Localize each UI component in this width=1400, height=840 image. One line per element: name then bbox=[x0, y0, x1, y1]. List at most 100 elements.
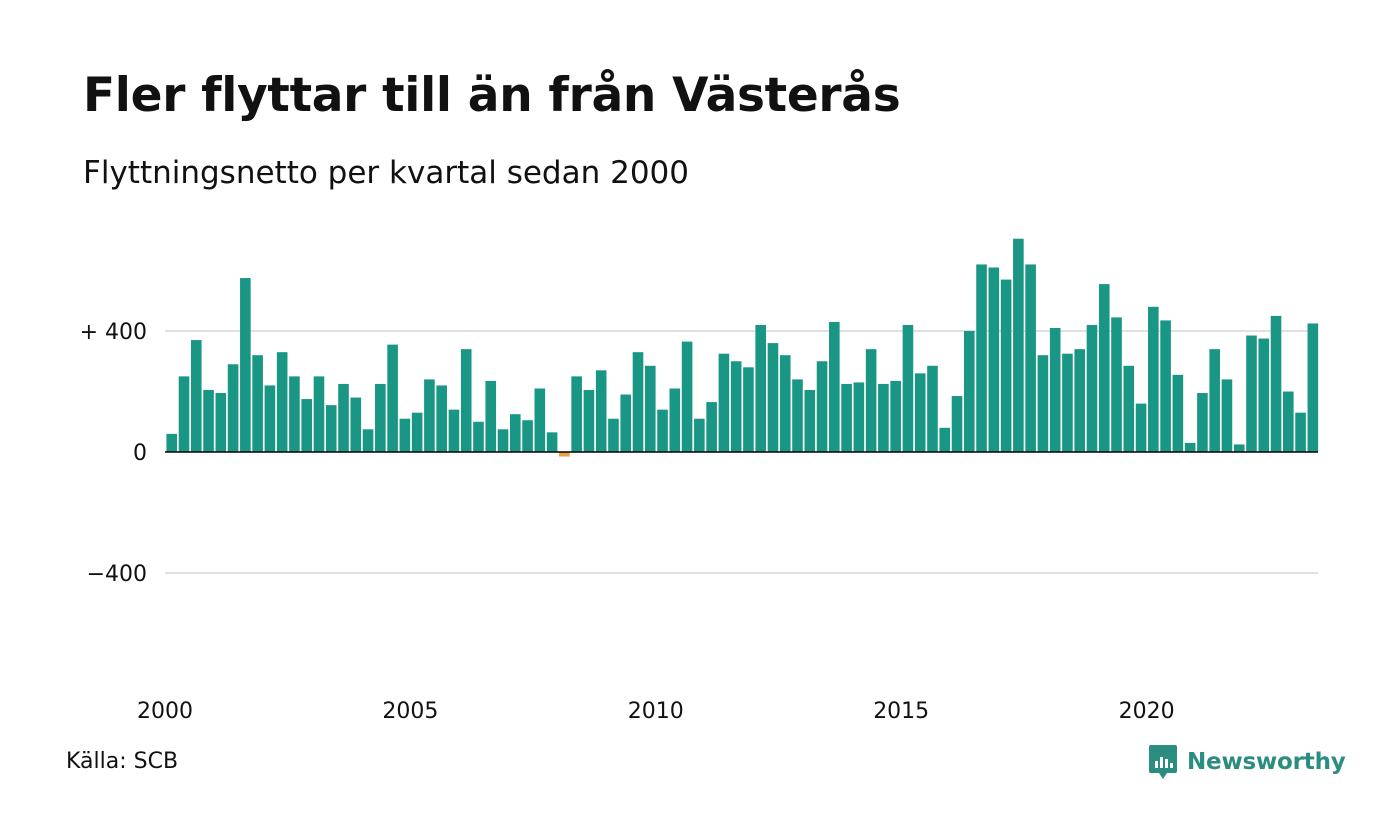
newsworthy-logo-icon bbox=[1149, 745, 1177, 779]
bar bbox=[497, 429, 509, 452]
bar bbox=[325, 405, 337, 452]
bar bbox=[951, 396, 963, 452]
y-tick-label: + 400 bbox=[80, 320, 147, 345]
source-note: Källa: SCB bbox=[66, 749, 179, 774]
bar bbox=[1025, 264, 1036, 452]
bar bbox=[276, 352, 288, 453]
bar bbox=[387, 344, 398, 452]
bar bbox=[1123, 365, 1135, 452]
bar bbox=[669, 388, 681, 452]
bar bbox=[1209, 349, 1220, 452]
bar bbox=[1197, 393, 1208, 452]
y-tick-label: 0 bbox=[133, 441, 147, 466]
bar bbox=[829, 321, 840, 452]
bar bbox=[436, 385, 447, 452]
bar bbox=[1172, 374, 1184, 452]
bar bbox=[1135, 403, 1147, 452]
bar bbox=[375, 383, 386, 452]
bar bbox=[718, 353, 730, 452]
bar bbox=[816, 361, 828, 452]
bar bbox=[350, 397, 362, 452]
bar bbox=[252, 355, 263, 452]
bar bbox=[301, 399, 313, 452]
bar bbox=[448, 409, 460, 452]
bar bbox=[1233, 444, 1245, 452]
bar bbox=[362, 429, 374, 452]
x-tick-label: 2000 bbox=[137, 699, 193, 724]
bar bbox=[657, 409, 668, 452]
bar bbox=[546, 432, 558, 452]
brand-name: Newsworthy bbox=[1187, 749, 1346, 775]
bar bbox=[927, 365, 938, 452]
bar bbox=[460, 349, 472, 452]
bar bbox=[608, 418, 619, 452]
bar bbox=[1246, 335, 1257, 452]
bar bbox=[1148, 306, 1159, 452]
bar bbox=[694, 418, 705, 452]
bar bbox=[1160, 320, 1171, 452]
bar bbox=[166, 433, 178, 452]
bar bbox=[976, 264, 987, 452]
y-tick-label: −400 bbox=[87, 562, 147, 587]
x-tick-label: 2010 bbox=[628, 699, 684, 724]
bar bbox=[190, 340, 202, 452]
brand-logo: Newsworthy bbox=[1148, 744, 1346, 780]
bar bbox=[522, 420, 533, 452]
x-tick-label: 2005 bbox=[382, 699, 438, 724]
bar bbox=[215, 393, 227, 452]
bar bbox=[1270, 315, 1282, 453]
bar bbox=[743, 367, 754, 452]
bar bbox=[804, 389, 816, 452]
bar bbox=[730, 361, 742, 452]
bar bbox=[338, 383, 349, 452]
bar bbox=[1062, 353, 1073, 452]
bar bbox=[681, 341, 693, 452]
bar bbox=[399, 418, 411, 452]
bar bbox=[1037, 355, 1049, 452]
x-tick-label: 2020 bbox=[1119, 699, 1175, 724]
bar bbox=[178, 376, 190, 453]
x-tick-label: 2015 bbox=[873, 699, 929, 724]
bar bbox=[1283, 391, 1294, 452]
bar bbox=[939, 427, 951, 452]
bar bbox=[632, 352, 644, 453]
chart-title: Fler flyttar till än från Västerås bbox=[83, 68, 901, 123]
bar bbox=[963, 331, 975, 452]
bar bbox=[240, 278, 251, 452]
bar bbox=[264, 385, 276, 452]
bar bbox=[1307, 323, 1319, 452]
bar bbox=[1221, 379, 1233, 452]
bar bbox=[1184, 442, 1196, 452]
x-axis-tick-labels: 2000 2005 2010 2015 2020 bbox=[137, 699, 1175, 724]
bar bbox=[289, 376, 300, 453]
bar bbox=[841, 383, 852, 452]
bar bbox=[1258, 338, 1270, 452]
bar bbox=[1111, 317, 1122, 452]
bar bbox=[755, 324, 766, 452]
bar bbox=[1074, 349, 1086, 452]
bar bbox=[534, 388, 546, 452]
bar bbox=[571, 376, 582, 453]
bar bbox=[1295, 412, 1306, 452]
bar bbox=[1098, 284, 1110, 452]
bar bbox=[595, 370, 607, 452]
bar bbox=[853, 382, 865, 453]
bar bbox=[902, 324, 914, 452]
bar bbox=[779, 355, 791, 452]
bar bbox=[473, 421, 484, 452]
gridlines bbox=[165, 330, 1318, 574]
bar bbox=[583, 389, 595, 452]
bar bbox=[865, 349, 877, 452]
bar bbox=[559, 452, 570, 457]
bar bbox=[203, 389, 214, 452]
bar bbox=[1049, 327, 1061, 452]
bar bbox=[411, 412, 423, 452]
bar bbox=[706, 402, 717, 452]
bar bbox=[792, 379, 803, 452]
bar bbox=[485, 380, 497, 452]
bar bbox=[914, 373, 926, 452]
bar bbox=[1086, 324, 1098, 452]
bar bbox=[313, 376, 325, 453]
bar bbox=[620, 394, 632, 452]
bars bbox=[166, 238, 1319, 457]
